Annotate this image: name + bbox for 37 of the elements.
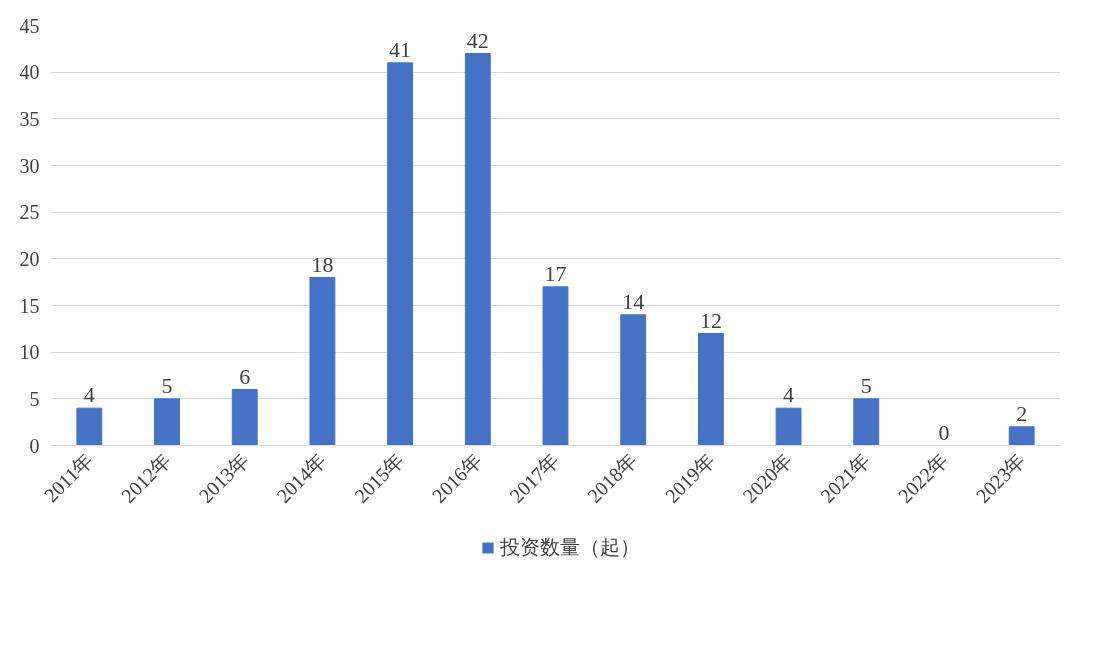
bar (620, 314, 647, 446)
y-tick-label: 0 (29, 434, 40, 457)
data-label: 5 (860, 372, 872, 398)
data-label: 5 (161, 372, 173, 398)
bar (775, 407, 802, 446)
data-label: 42 (466, 27, 489, 53)
bar (853, 398, 880, 446)
data-label: 4 (83, 382, 95, 408)
bar (697, 333, 724, 446)
bar (464, 53, 491, 446)
bar (387, 62, 414, 446)
y-tick-label: 30 (19, 154, 40, 177)
y-tick-label: 25 (19, 201, 40, 224)
y-tick-label: 35 (19, 107, 40, 130)
bar (154, 398, 180, 446)
bar (542, 286, 569, 446)
bar (231, 389, 258, 446)
data-label: 4 (783, 382, 795, 408)
bar (76, 407, 103, 446)
y-tick-label: 45 (19, 14, 40, 37)
y-tick-label: 40 (19, 61, 40, 84)
data-label: 6 (239, 363, 251, 389)
y-tick-label: 15 (19, 294, 40, 317)
x-tick-label: 2011年 (39, 448, 98, 507)
data-label: 14 (622, 288, 645, 314)
data-label: 17 (544, 260, 567, 286)
bar (309, 277, 336, 446)
data-label: 41 (389, 36, 412, 62)
data-label: 18 (311, 251, 334, 277)
legend-label: 投资数量（起） (499, 534, 640, 560)
bar (1008, 426, 1035, 446)
data-label: 12 (699, 307, 722, 333)
data-label: 0 (938, 419, 950, 445)
y-tick-label: 20 (19, 247, 40, 270)
data-label: 2 (1016, 400, 1028, 426)
y-tick-label: 10 (19, 341, 40, 364)
y-tick-label: 5 (29, 387, 40, 410)
